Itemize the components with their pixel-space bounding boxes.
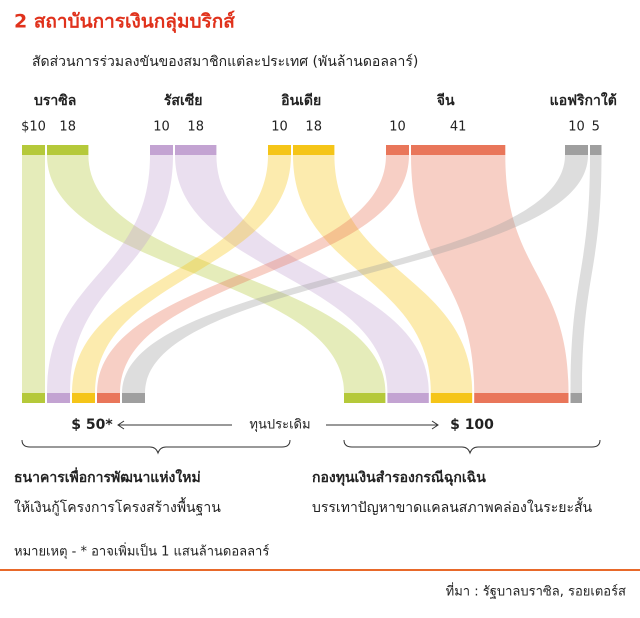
top-bar bbox=[590, 145, 602, 155]
value-label: $10 bbox=[21, 120, 46, 135]
value-label: 10 bbox=[389, 120, 406, 135]
top-bar bbox=[268, 145, 291, 155]
value-label: 18 bbox=[187, 120, 204, 135]
top-bar bbox=[175, 145, 217, 155]
series-name: ธนาคารเพื่อการพัฒนาแห่งใหม่ bbox=[14, 467, 201, 486]
flow bbox=[22, 155, 45, 393]
chart-subtitle: สัดส่วนการร่วมลงขันของสมาชิกแต่ละประเทศ … bbox=[32, 53, 418, 70]
flow bbox=[122, 155, 588, 393]
arrows bbox=[21, 420, 601, 455]
source: ที่มา : รัฐบาลบราซิล, รอยเตอร์ส bbox=[446, 583, 626, 600]
brace bbox=[343, 439, 601, 455]
bottom-bar bbox=[387, 393, 429, 403]
bottom-bar bbox=[72, 393, 95, 403]
top-bar bbox=[565, 145, 588, 155]
top-bar bbox=[22, 145, 45, 155]
flow bbox=[411, 155, 569, 393]
flow bbox=[97, 155, 409, 393]
series-name: กองทุนเงินสำรองกรณีฉุกเฉิน bbox=[312, 470, 486, 486]
flow bbox=[47, 155, 386, 393]
top-bar bbox=[293, 145, 335, 155]
total-label: $ 50* bbox=[71, 417, 113, 433]
arrowhead bbox=[431, 420, 439, 430]
flow bbox=[72, 155, 291, 393]
flow bbox=[570, 155, 602, 393]
category-label: แอฟริกาใต้ bbox=[550, 91, 617, 109]
series-description: บรรเทาปัญหาขาดแคลนสภาพคล่องในระยะสั้น bbox=[312, 497, 593, 516]
series-description: ให้เงินกู้โครงการโครงสร้างพื้นฐาน bbox=[14, 497, 221, 516]
value-label: 10 bbox=[153, 120, 170, 135]
top-bar bbox=[386, 145, 409, 155]
value-label: 10 bbox=[568, 120, 585, 135]
note: หมายเหตุ - * อาจเพิ่มเป็น 1 แสนล้านดอลลา… bbox=[14, 542, 269, 560]
bottom-bar bbox=[47, 393, 70, 403]
bottom-bar bbox=[570, 393, 582, 403]
category-label: อินเดีย bbox=[281, 93, 322, 109]
bottom-bar bbox=[122, 393, 145, 403]
bottom-bar bbox=[97, 393, 120, 403]
flow bbox=[175, 155, 429, 393]
flow bbox=[293, 155, 473, 393]
bottom-bar bbox=[344, 393, 386, 403]
value-label: 41 bbox=[450, 120, 467, 135]
category-label: จีน bbox=[436, 93, 455, 109]
center-label: ทุนประเดิม bbox=[249, 418, 310, 433]
total-label: $ 100 bbox=[450, 417, 494, 433]
top-bar bbox=[150, 145, 173, 155]
value-label: 18 bbox=[305, 120, 322, 135]
bottom-bar bbox=[474, 393, 569, 403]
chart-title: 2 สถาบันการเงินกลุ่มบริกส์ bbox=[14, 11, 235, 34]
flow bbox=[47, 155, 173, 393]
bottom-bar bbox=[430, 393, 473, 403]
category-label: รัสเซีย bbox=[164, 93, 203, 109]
bottom-bar bbox=[22, 393, 45, 403]
top-bar bbox=[47, 145, 89, 155]
value-label: 5 bbox=[592, 120, 600, 135]
flows bbox=[22, 155, 602, 393]
brace bbox=[21, 439, 291, 455]
value-label: 10 bbox=[271, 120, 288, 135]
category-label: บราซิล bbox=[34, 93, 76, 109]
arrowhead bbox=[117, 420, 125, 430]
value-label: 18 bbox=[59, 120, 76, 135]
top-bar bbox=[411, 145, 506, 155]
bars: $10 18 บราซิล 10 18 รัสเซีย 10 18 อินเดีย 10 41 จีน… bbox=[21, 91, 617, 433]
